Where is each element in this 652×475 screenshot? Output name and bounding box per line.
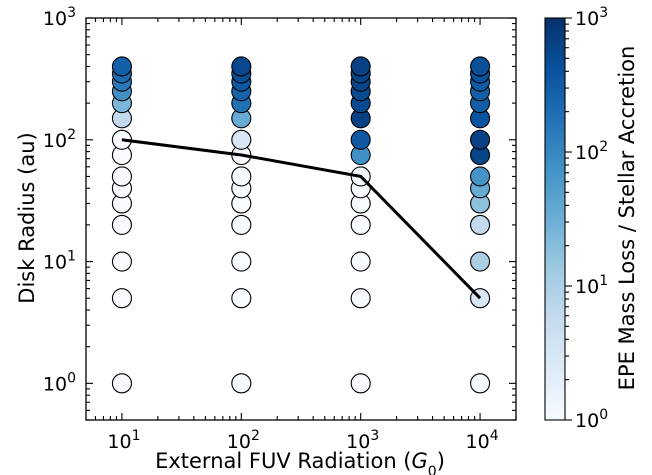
data-point [350, 129, 371, 150]
data-point [470, 129, 491, 150]
data-point [350, 214, 371, 235]
colorbar-tick-label: 100 [575, 407, 608, 432]
data-point [231, 129, 252, 150]
data-point [111, 214, 132, 235]
x-axis-label: External FUV Radiation (G0) [155, 449, 445, 475]
data-point [470, 56, 491, 77]
y-axis-label: Disk Radius (au) [15, 132, 39, 303]
y-tick-label: 102 [43, 127, 76, 152]
data-point [350, 288, 371, 309]
y-tick-label: 103 [43, 5, 76, 30]
y-tick-label: 101 [43, 249, 76, 274]
data-point [111, 56, 132, 77]
data-point [470, 251, 491, 272]
x-tick-label: 103 [346, 428, 379, 453]
data-point [350, 56, 371, 77]
x-axis-label-sub: 0 [428, 464, 437, 475]
data-point [231, 214, 252, 235]
data-point [231, 373, 252, 394]
data-point [111, 166, 132, 187]
colorbar-label: EPE Mass Loss / Stellar Accretion [615, 46, 639, 391]
data-point [231, 166, 252, 187]
colorbar-gradient [544, 17, 566, 421]
data-point [470, 214, 491, 235]
x-axis-label-text: External FUV Radiation ( [155, 449, 411, 473]
colorbar-tick-label: 103 [575, 5, 608, 30]
x-axis-label-var: G [412, 449, 428, 473]
x-tick-label: 104 [466, 428, 499, 453]
y-tick-label: 100 [43, 370, 76, 395]
data-point [470, 373, 491, 394]
data-point [231, 56, 252, 77]
data-point [231, 251, 252, 272]
plot-frame [85, 17, 517, 421]
colorbar: 100 101 102 103 [544, 5, 608, 432]
data-point [350, 251, 371, 272]
x-tick-label: 101 [107, 428, 140, 453]
data-point [470, 166, 491, 187]
data-point [111, 251, 132, 272]
x-axis-label-close: ) [437, 449, 445, 473]
x-tick-label: 102 [227, 428, 260, 453]
radius-line [121, 138, 482, 300]
data-point [350, 373, 371, 394]
colorbar-tick-label: 102 [575, 139, 608, 164]
data-point [111, 373, 132, 394]
plot-area: 101 102 103 104 100 101 102 103 [43, 5, 517, 453]
data-point [111, 288, 132, 309]
colorbar-tick-label: 101 [575, 273, 608, 298]
data-point [231, 288, 252, 309]
